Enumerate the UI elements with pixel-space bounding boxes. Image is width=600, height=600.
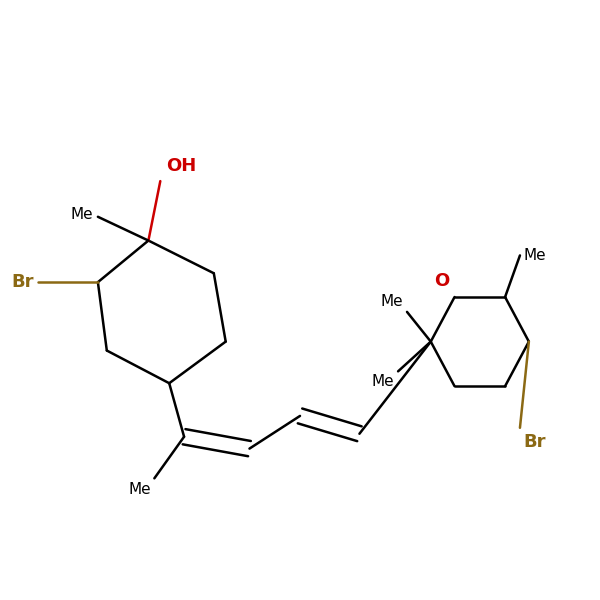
Text: Br: Br	[11, 273, 34, 291]
Text: Me: Me	[71, 207, 93, 222]
Text: Me: Me	[524, 248, 546, 263]
Text: Me: Me	[372, 374, 395, 389]
Text: O: O	[434, 272, 450, 290]
Text: OH: OH	[166, 157, 196, 175]
Text: Me: Me	[381, 294, 403, 309]
Text: Br: Br	[523, 433, 545, 451]
Text: Me: Me	[128, 482, 151, 497]
